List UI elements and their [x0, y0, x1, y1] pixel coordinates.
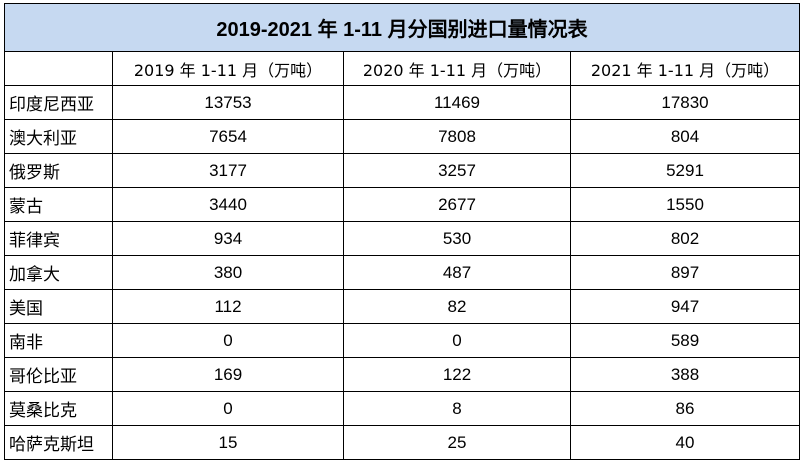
value-cell-2020: 2677 — [343, 187, 571, 222]
value-cell-2020: 487 — [343, 255, 571, 290]
value-cell-2020: 0 — [343, 323, 571, 358]
value-cell-2020: 82 — [343, 289, 571, 324]
country-cell: 莫桑比克 — [4, 391, 113, 426]
table-body: 印度尼西亚 13753 11469 17830 澳大利亚 7654 7808 804 俄罗斯 31… — [4, 85, 800, 460]
value-cell-2019: 112 — [112, 289, 344, 324]
country-cell: 菲律宾 — [4, 221, 113, 256]
value-cell-2021: 388 — [570, 357, 800, 392]
value-cell-2021: 40 — [570, 425, 800, 460]
value-cell-2021: 897 — [570, 255, 800, 290]
value-cell-2021: 86 — [570, 391, 800, 426]
table-row: 蒙古 3440 2677 1550 — [4, 187, 800, 222]
value-cell-2019: 0 — [112, 323, 344, 358]
header-2021: 2021 年 1-11 月（万吨） — [570, 51, 800, 86]
country-cell: 印度尼西亚 — [4, 85, 113, 120]
header-2019: 2019 年 1-11 月（万吨） — [112, 51, 344, 86]
value-cell-2021: 804 — [570, 119, 800, 154]
value-cell-2021: 802 — [570, 221, 800, 256]
header-2020: 2020 年 1-11 月（万吨） — [343, 51, 571, 86]
value-cell-2020: 7808 — [343, 119, 571, 154]
value-cell-2021: 947 — [570, 289, 800, 324]
table-row: 南非 0 0 589 — [4, 323, 800, 358]
table-row: 哈萨克斯坦 15 25 40 — [4, 425, 800, 460]
table-title: 2019-2021 年 1-11 月分国别进口量情况表 — [4, 3, 800, 52]
value-cell-2021: 1550 — [570, 187, 800, 222]
value-cell-2020: 530 — [343, 221, 571, 256]
value-cell-2021: 5291 — [570, 153, 800, 188]
value-cell-2019: 7654 — [112, 119, 344, 154]
table-row: 俄罗斯 3177 3257 5291 — [4, 153, 800, 188]
import-table-container: 2019-2021 年 1-11 月分国别进口量情况表 2019 年 1-11 … — [4, 3, 800, 467]
header-row: 2019 年 1-11 月（万吨） 2020 年 1-11 月（万吨） 2021… — [4, 51, 800, 86]
table-row: 美国 112 82 947 — [4, 289, 800, 324]
header-corner-cell — [4, 51, 113, 86]
country-cell: 蒙古 — [4, 187, 113, 222]
table-row: 哥伦比亚 169 122 388 — [4, 357, 800, 392]
value-cell-2021: 17830 — [570, 85, 800, 120]
value-cell-2019: 380 — [112, 255, 344, 290]
value-cell-2020: 11469 — [343, 85, 571, 120]
value-cell-2020: 122 — [343, 357, 571, 392]
country-cell: 哥伦比亚 — [4, 357, 113, 392]
value-cell-2019: 13753 — [112, 85, 344, 120]
value-cell-2019: 0 — [112, 391, 344, 426]
table-row: 莫桑比克 0 8 86 — [4, 391, 800, 426]
country-cell: 俄罗斯 — [4, 153, 113, 188]
value-cell-2020: 3257 — [343, 153, 571, 188]
table-row: 印度尼西亚 13753 11469 17830 — [4, 85, 800, 120]
value-cell-2020: 25 — [343, 425, 571, 460]
table-row: 加拿大 380 487 897 — [4, 255, 800, 290]
country-cell: 美国 — [4, 289, 113, 324]
country-cell: 澳大利亚 — [4, 119, 113, 154]
table-row: 澳大利亚 7654 7808 804 — [4, 119, 800, 154]
country-cell: 哈萨克斯坦 — [4, 425, 113, 460]
value-cell-2019: 15 — [112, 425, 344, 460]
value-cell-2020: 8 — [343, 391, 571, 426]
country-cell: 加拿大 — [4, 255, 113, 290]
value-cell-2019: 3177 — [112, 153, 344, 188]
value-cell-2019: 169 — [112, 357, 344, 392]
country-cell: 南非 — [4, 323, 113, 358]
import-volume-table: 2019-2021 年 1-11 月分国别进口量情况表 2019 年 1-11 … — [4, 3, 800, 460]
table-row: 菲律宾 934 530 802 — [4, 221, 800, 256]
value-cell-2019: 934 — [112, 221, 344, 256]
value-cell-2019: 3440 — [112, 187, 344, 222]
value-cell-2021: 589 — [570, 323, 800, 358]
title-row: 2019-2021 年 1-11 月分国别进口量情况表 — [4, 3, 800, 52]
